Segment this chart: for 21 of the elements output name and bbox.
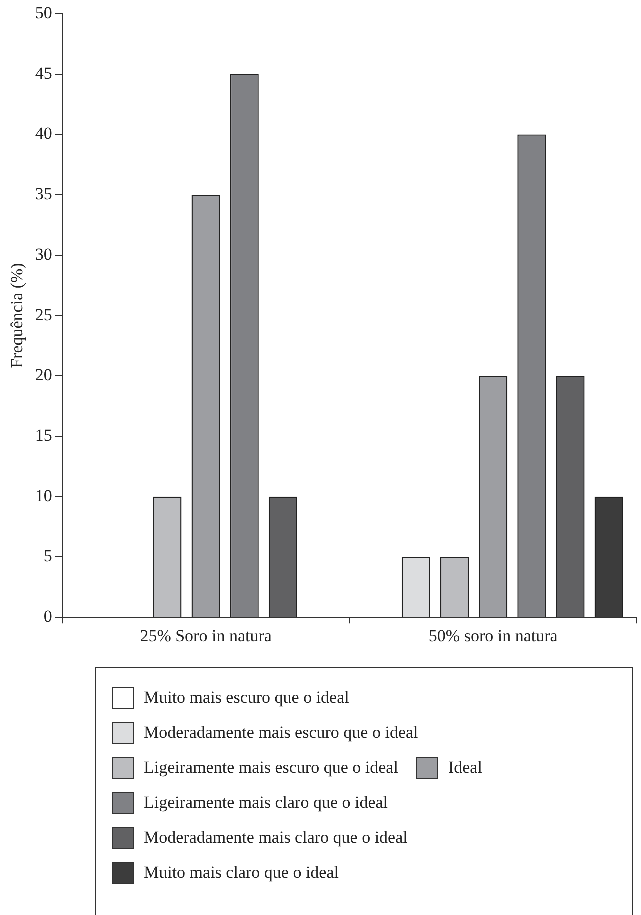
legend-label: Ligeiramente mais escuro que o ideal xyxy=(144,758,398,778)
x-tick-label: 50% soro in natura xyxy=(428,626,558,646)
legend-label: Moderadamente mais escuro que o ideal xyxy=(144,722,418,742)
y-tick-label: 20 xyxy=(35,366,52,385)
y-axis-title: Frequência (%) xyxy=(8,263,27,368)
legend-label: Muito mais escuro que o ideal xyxy=(144,688,350,708)
y-tick-label: 40 xyxy=(35,124,52,144)
y-tick-label: 35 xyxy=(35,184,52,204)
legend-label: Muito mais claro que o ideal xyxy=(144,862,339,882)
y-tick-label: 45 xyxy=(35,64,52,83)
legend-label: Ligeiramente mais claro que o ideal xyxy=(144,792,388,812)
y-tick-label: 0 xyxy=(44,607,52,626)
y-tick-label: 50 xyxy=(35,3,52,22)
legend-label: Moderadamente mais claro que o ideal xyxy=(144,828,408,848)
y-tick-label: 5 xyxy=(44,546,52,566)
y-tick-label: 15 xyxy=(35,426,52,445)
y-tick-label: 30 xyxy=(35,244,52,264)
y-tick-label: 10 xyxy=(35,486,52,506)
legend-label: Ideal xyxy=(448,758,482,778)
y-tick-label: 25 xyxy=(35,305,52,324)
x-tick-label: 25% Soro in natura xyxy=(140,626,272,646)
